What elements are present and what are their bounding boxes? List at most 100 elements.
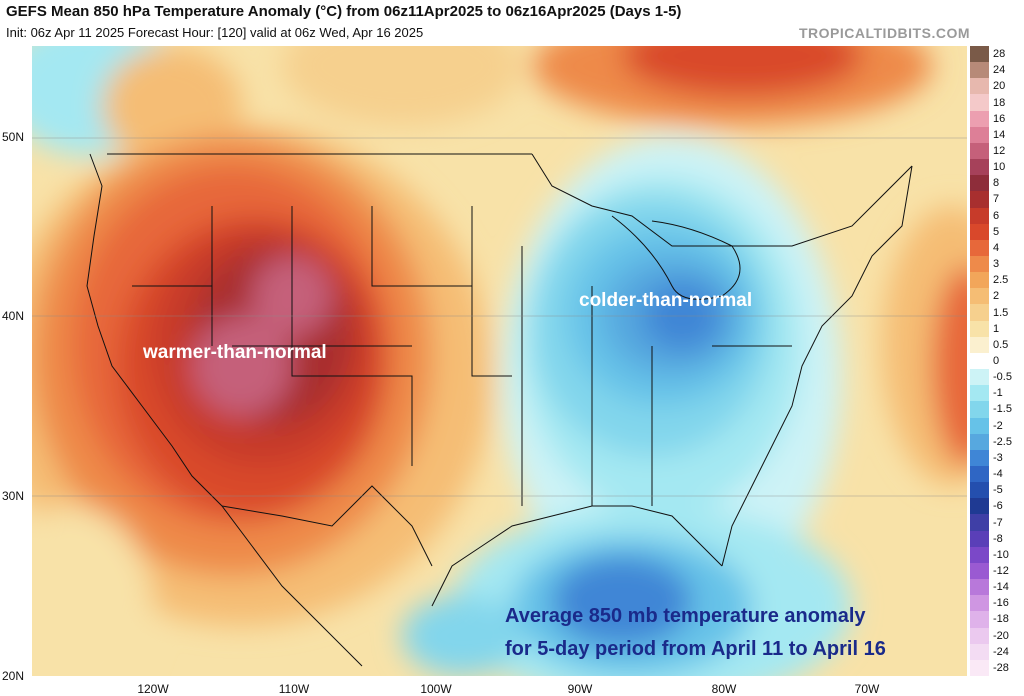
legend-swatch xyxy=(970,159,989,176)
caption-line-1: Average 850 mb temperature anomaly xyxy=(505,605,866,627)
legend-swatch xyxy=(970,320,989,338)
legend-swatch xyxy=(970,304,989,322)
lat-label-20n: 20N xyxy=(2,669,25,683)
caption-line-2: for 5-day period from April 11 to April … xyxy=(505,638,886,660)
legend-label: -1 xyxy=(993,387,1003,400)
legend-label: -10 xyxy=(993,548,1009,561)
legend-label: 20 xyxy=(993,80,1006,93)
legend-label: -0.5 xyxy=(993,371,1012,384)
legend-label: 2.5 xyxy=(993,274,1009,287)
color-legend: 28 24 20 18 16 14 12 10 8 7 6 5 4 3 2.5 2 1.5 1 0.5 0 -0.5 -1… xyxy=(970,46,1020,677)
legend-swatch xyxy=(970,401,989,419)
legend-label: -7 xyxy=(993,516,1003,529)
legend-label: 7 xyxy=(993,193,1000,206)
legend-swatch xyxy=(970,595,989,612)
legend-swatch xyxy=(970,272,989,289)
map-title: GEFS Mean 850 hPa Temperature Anomaly (°… xyxy=(6,3,682,20)
legend-label: 0 xyxy=(993,355,1000,367)
legend-swatch xyxy=(970,94,989,112)
map-outlines xyxy=(86,153,913,667)
legend-label: -12 xyxy=(993,565,1009,577)
legend-label: -2 xyxy=(993,419,1003,432)
legend-label: -18 xyxy=(993,613,1009,626)
legend-swatch xyxy=(970,530,989,548)
legend-swatch xyxy=(970,110,989,128)
legend-swatch xyxy=(970,627,989,645)
legend-label: 8 xyxy=(993,177,1000,190)
legend-label: 1 xyxy=(993,322,1000,335)
brand-watermark: TROPICALTIDBITS.COM xyxy=(798,25,970,41)
legend-label: 2 xyxy=(993,290,1000,303)
legend-label: -6 xyxy=(993,500,1003,513)
legend-swatch xyxy=(970,239,989,257)
map-subtitle: Init: 06z Apr 11 2025 Forecast Hour: [12… xyxy=(6,25,424,40)
legend-swatch xyxy=(970,62,989,79)
legend-swatch xyxy=(970,433,989,451)
legend-swatch xyxy=(970,385,989,402)
legend-swatch xyxy=(970,207,989,225)
legend-label: -3 xyxy=(993,451,1003,464)
legend-label: -24 xyxy=(993,645,1009,658)
legend-label: -20 xyxy=(993,629,1009,642)
legend-label: -28 xyxy=(993,661,1009,674)
legend-swatch xyxy=(970,191,989,209)
legend-label: -1.5 xyxy=(993,403,1012,416)
lon-label-120w: 120W xyxy=(137,682,169,696)
legend-swatch xyxy=(970,175,989,192)
legend-label: -4 xyxy=(993,468,1003,481)
legend-label: -8 xyxy=(993,532,1003,545)
legend-swatch xyxy=(970,126,989,144)
legend-swatch xyxy=(970,579,989,596)
legend-label: 14 xyxy=(993,128,1006,141)
warm-annotation: warmer-than-normal xyxy=(143,342,327,363)
lat-label-40n: 40N xyxy=(2,309,25,323)
legend-label: 3 xyxy=(993,258,1000,271)
legend-swatch xyxy=(970,659,989,677)
graticule xyxy=(32,137,967,497)
anomaly-map xyxy=(32,46,967,676)
legend-swatch xyxy=(970,643,989,661)
legend-swatch xyxy=(970,498,989,515)
legend-swatch xyxy=(970,288,989,305)
legend-swatch xyxy=(970,482,989,499)
lon-label-80w: 80W xyxy=(711,682,737,696)
legend-label: 16 xyxy=(993,112,1006,125)
legend-label: 1.5 xyxy=(993,306,1009,319)
legend-swatch xyxy=(970,223,989,241)
legend-label: 0.5 xyxy=(993,338,1009,351)
legend-label: 18 xyxy=(993,96,1006,109)
legend-label: 6 xyxy=(993,209,1000,222)
legend-swatch xyxy=(970,417,989,435)
lon-label-70w: 70W xyxy=(854,682,880,696)
anomaly-map-canvas xyxy=(32,46,967,676)
legend-label: -16 xyxy=(993,597,1009,610)
legend-label: -5 xyxy=(993,484,1003,497)
legend-swatch xyxy=(970,514,989,532)
legend-swatch xyxy=(970,336,989,354)
lat-label-50n: 50N xyxy=(2,130,25,144)
legend-swatch xyxy=(970,369,989,386)
legend-label: -14 xyxy=(993,581,1009,594)
lat-label-30n: 30N xyxy=(2,489,25,503)
legend-swatch xyxy=(970,142,989,160)
lon-label-100w: 100W xyxy=(420,682,452,696)
legend-label: 24 xyxy=(993,64,1006,77)
legend-swatch xyxy=(970,562,989,580)
legend-swatch xyxy=(970,46,989,63)
legend-swatch xyxy=(970,256,989,273)
lon-label-110w: 110W xyxy=(278,682,310,696)
legend-label: 10 xyxy=(993,161,1006,174)
legend-label: 4 xyxy=(993,241,1000,254)
lon-label-90w: 90W xyxy=(567,682,593,696)
legend-swatch xyxy=(970,611,989,629)
legend-swatch xyxy=(970,449,989,467)
legend-label: 5 xyxy=(993,225,1000,238)
legend-label: 28 xyxy=(993,48,1006,61)
legend-swatch xyxy=(970,466,989,483)
legend-label: -2.5 xyxy=(993,435,1012,448)
legend-label: 12 xyxy=(993,145,1006,157)
legend-swatch xyxy=(970,78,989,95)
legend-swatch xyxy=(970,352,989,370)
legend-swatch xyxy=(970,546,989,564)
cold-annotation: colder-than-normal xyxy=(579,290,753,311)
